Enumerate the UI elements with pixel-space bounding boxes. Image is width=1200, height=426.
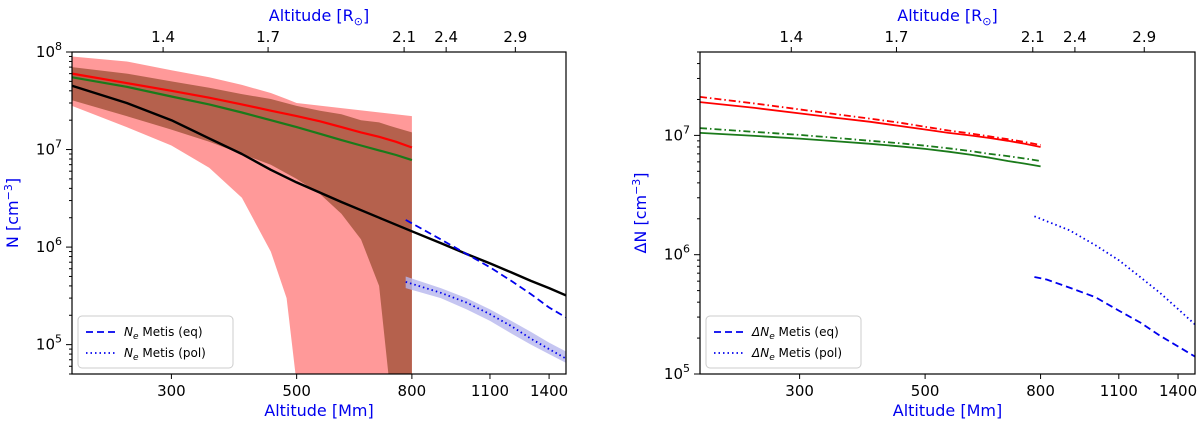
legend-label-sub: e — [769, 353, 775, 363]
top-tick-label: 2.4 — [434, 28, 458, 46]
y-axis-label-main: ΔN [cm — [631, 195, 650, 254]
legend-label: ΔNe Metis (eq) — [751, 325, 839, 342]
x-axis-label: Altitude [Mm] — [264, 401, 373, 420]
plot-area-right — [700, 96, 1195, 358]
legend-label-sub: e — [769, 332, 775, 342]
y-axis-label-exp: −3 — [630, 179, 643, 195]
top-axis-label-main: Altitude [R — [269, 6, 354, 25]
x-tick-label: 300 — [157, 382, 186, 400]
top-tick-label: 2.9 — [503, 28, 527, 46]
y-axis-label: N [cm−3] — [2, 178, 22, 248]
n-green-dashed-line-right — [700, 127, 1041, 162]
red-density-line-left — [72, 72, 413, 149]
y-tick-exponent: 6 — [683, 243, 690, 256]
x-axis-label: Altitude [Mm] — [893, 401, 1002, 420]
y-tick-label: 107 — [664, 123, 690, 144]
green-density-line-left — [72, 76, 413, 162]
y-tick-exponent: 5 — [55, 333, 62, 346]
y-tick-base: 10 — [36, 43, 55, 61]
top-axis-label-sub: ⊙ — [354, 15, 363, 28]
top-axis-label: Altitude [R⊙] — [897, 6, 997, 28]
y-axis-label-close: ] — [631, 172, 650, 178]
y-tick-base: 10 — [664, 126, 683, 144]
y-tick-base: 10 — [36, 238, 55, 256]
legend-label-rest: Metis (pol) — [775, 346, 842, 360]
y-tick-label: 106 — [664, 243, 690, 264]
y-tick-label: 108 — [36, 40, 62, 61]
top-tick-label: 1.4 — [151, 28, 175, 46]
legend-box — [705, 315, 862, 369]
legend-label-base: N — [124, 346, 133, 360]
top-axis-label-main: Altitude [R — [897, 6, 982, 25]
legend-label: Ne Metis (eq) — [124, 325, 203, 342]
black-model-line-left — [72, 84, 566, 297]
n-e-metis-pol-line-right — [1034, 215, 1195, 326]
legend-label-sub: e — [133, 353, 139, 363]
top-axis-label-close: ] — [363, 6, 369, 25]
n-e-metis-eq-line-right — [1034, 276, 1195, 358]
top-tick-label: 2.1 — [1021, 28, 1045, 46]
x-tick-label: 500 — [282, 382, 311, 400]
legend-label-base: ΔN — [751, 346, 769, 360]
y-tick-exponent: 6 — [55, 235, 62, 248]
y-tick-label: 105 — [664, 362, 690, 383]
y-tick-base: 10 — [36, 141, 55, 159]
legend-label: ΔNe Metis (pol) — [751, 346, 842, 363]
legend: ΔNe Metis (eq)ΔNe Metis (pol) — [705, 315, 862, 369]
legend-label-sub: e — [133, 332, 139, 342]
blue-uncertainty-band-left — [405, 276, 566, 363]
top-axis-label-close: ] — [991, 6, 997, 25]
legend-label-rest: Metis (eq) — [139, 325, 203, 339]
plot-frame-right — [699, 51, 1196, 375]
legend-label-base: N — [124, 325, 133, 339]
legend: Ne Metis (eq)Ne Metis (pol) — [77, 315, 234, 369]
x-tick-label: 800 — [1026, 382, 1055, 400]
y-axis-label-exp: −3 — [2, 184, 15, 200]
x-tick-label: 800 — [398, 382, 427, 400]
y-tick-base: 10 — [664, 365, 683, 383]
x-tick-label: 1100 — [471, 382, 509, 400]
y-tick-label: 106 — [36, 235, 62, 256]
legend-label-rest: Metis (pol) — [139, 346, 206, 360]
n-e-metis-eq-line-left — [405, 219, 566, 319]
y-tick-exponent: 5 — [683, 362, 690, 375]
x-tick-label: 1400 — [1159, 382, 1197, 400]
top-axis-label: Altitude [R⊙] — [269, 6, 369, 28]
x-tick-label: 1100 — [1100, 382, 1138, 400]
y-tick-base: 10 — [36, 336, 55, 354]
y-axis-label-main: N [cm — [3, 200, 22, 248]
top-tick-label: 1.7 — [885, 28, 909, 46]
top-tick-label: 1.7 — [256, 28, 280, 46]
y-tick-exponent: 8 — [55, 40, 62, 53]
top-axis-label-sub: ⊙ — [982, 15, 991, 28]
top-tick-label: 2.4 — [1063, 28, 1087, 46]
x-tick-label: 1400 — [530, 382, 568, 400]
legend-label: Ne Metis (pol) — [124, 346, 206, 363]
y-tick-exponent: 7 — [683, 123, 690, 136]
legend-label-rest: Metis (eq) — [775, 325, 839, 339]
brown-uncertainty-band-left — [72, 67, 412, 374]
n-e-metis-pol-line-left — [405, 281, 566, 360]
top-tick-label: 2.9 — [1132, 28, 1156, 46]
y-axis-label-close: ] — [3, 178, 22, 184]
n-red-solid-line-right — [700, 101, 1041, 148]
y-tick-label: 107 — [36, 138, 62, 159]
n-green-solid-line-right — [700, 132, 1041, 168]
x-tick-label: 500 — [911, 382, 940, 400]
y-axis-label: ΔN [cm−3] — [630, 172, 650, 253]
top-tick-label: 1.4 — [779, 28, 803, 46]
y-tick-base: 10 — [664, 246, 683, 264]
y-tick-label: 105 — [36, 333, 62, 354]
top-tick-label: 2.1 — [392, 28, 416, 46]
plot-area-left — [72, 56, 566, 374]
y-tick-exponent: 7 — [55, 138, 62, 151]
legend-label-base: ΔN — [751, 325, 769, 339]
n-red-dashed-line-right — [700, 96, 1041, 146]
x-tick-label: 300 — [785, 382, 814, 400]
plot-frame-left — [71, 51, 567, 375]
legend-box — [77, 315, 234, 369]
